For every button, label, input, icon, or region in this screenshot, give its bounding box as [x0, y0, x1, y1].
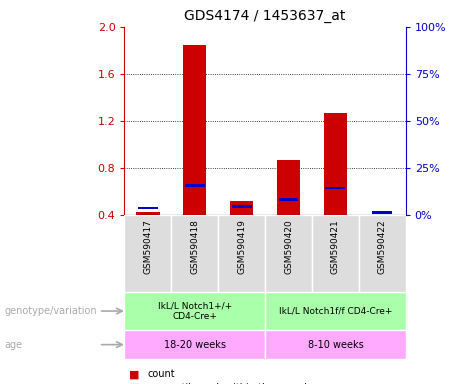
Bar	[185, 184, 205, 187]
Bar	[278, 198, 298, 201]
Text: GSM590421: GSM590421	[331, 219, 340, 274]
Bar	[312, 215, 359, 292]
Bar	[124, 292, 265, 330]
Text: 8-10 weeks: 8-10 weeks	[307, 339, 363, 350]
Bar	[359, 215, 406, 292]
Text: ■: ■	[129, 383, 140, 384]
Bar	[138, 207, 158, 209]
Bar	[171, 215, 218, 292]
Bar	[136, 212, 160, 215]
Text: age: age	[5, 339, 23, 350]
Text: count: count	[148, 369, 175, 379]
Bar	[372, 211, 392, 214]
Bar	[324, 113, 347, 215]
Bar	[232, 205, 252, 208]
Text: genotype/variation: genotype/variation	[5, 306, 97, 316]
Bar	[265, 215, 312, 292]
Bar	[325, 187, 345, 189]
Text: GSM590418: GSM590418	[190, 219, 199, 274]
Bar	[124, 330, 265, 359]
Title: GDS4174 / 1453637_at: GDS4174 / 1453637_at	[184, 9, 346, 23]
Text: IkL/L Notch1+/+
CD4-Cre+: IkL/L Notch1+/+ CD4-Cre+	[158, 301, 232, 321]
Bar	[230, 201, 254, 215]
Bar	[277, 160, 300, 215]
Bar	[183, 45, 207, 215]
Bar	[124, 215, 171, 292]
Text: percentile rank within the sample: percentile rank within the sample	[148, 383, 313, 384]
Bar	[265, 292, 406, 330]
Text: 18-20 weeks: 18-20 weeks	[164, 339, 226, 350]
Text: IkL/L Notch1f/f CD4-Cre+: IkL/L Notch1f/f CD4-Cre+	[279, 306, 392, 316]
Bar	[218, 215, 265, 292]
Text: GSM590422: GSM590422	[378, 219, 387, 273]
Text: GSM590417: GSM590417	[143, 219, 153, 274]
Text: ■: ■	[129, 369, 140, 379]
Text: GSM590419: GSM590419	[237, 219, 246, 274]
Text: GSM590420: GSM590420	[284, 219, 293, 274]
Bar	[265, 330, 406, 359]
